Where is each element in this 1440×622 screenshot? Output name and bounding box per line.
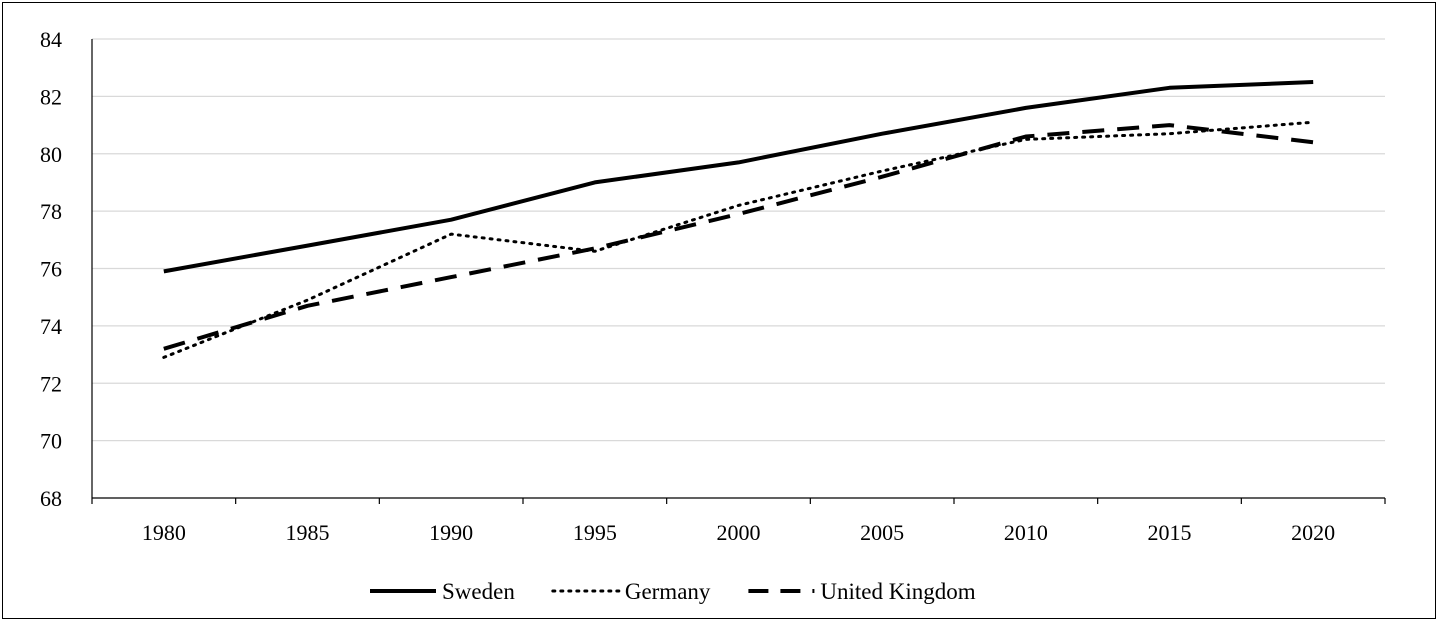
y-tick-label: 84: [40, 27, 62, 52]
x-tick-label: 2000: [717, 520, 761, 545]
x-tick-label: 1985: [286, 520, 330, 545]
x-tick-label: 2020: [1291, 520, 1335, 545]
legend-label: Sweden: [442, 579, 515, 604]
y-tick-label: 80: [40, 142, 62, 167]
series-lines: [162, 80, 1315, 359]
y-tick-label: 76: [40, 257, 62, 282]
series-line-sweden: [163, 80, 1314, 274]
y-tick-label: 74: [40, 314, 62, 339]
x-tick-label: 1995: [573, 520, 617, 545]
x-tick-label: 2015: [1148, 520, 1192, 545]
series-line-united-kingdom: [163, 123, 1314, 351]
axes: 68 70 72 74 76 78 80 82 84 1980 1985 1990 1995 2000 20…: [40, 27, 1386, 545]
x-tick-label: 2010: [1004, 520, 1048, 545]
y-tick-label: 70: [40, 429, 62, 454]
gridlines: [92, 38, 1385, 442]
y-tick-label: 82: [40, 84, 62, 109]
legend-label: Germany: [625, 579, 711, 604]
y-tick-label: 68: [40, 486, 62, 511]
x-tick-label: 2005: [860, 520, 904, 545]
y-tick-label: 72: [40, 371, 62, 396]
series-line-germany: [162, 120, 1315, 359]
x-tick-label: 1990: [429, 520, 473, 545]
x-tick-label: 1980: [142, 520, 186, 545]
legend-label: United Kingdom: [820, 579, 975, 604]
y-tick-label: 78: [40, 199, 62, 224]
legend: Sweden Germany United Kingdom: [370, 579, 976, 604]
